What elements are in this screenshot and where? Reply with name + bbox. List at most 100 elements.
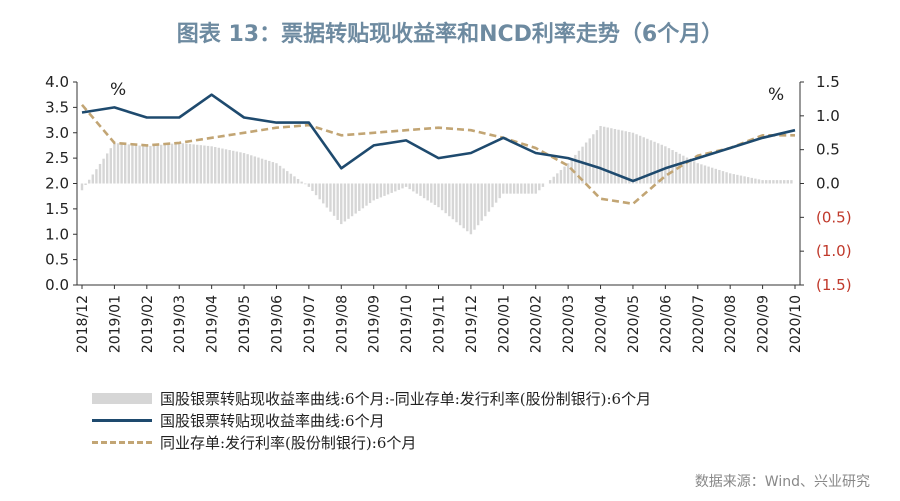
spread-bar — [106, 153, 109, 184]
spread-bar — [131, 144, 134, 184]
spread-bar — [732, 174, 735, 184]
spread-bar — [314, 183, 318, 196]
spread-bar — [559, 169, 563, 184]
spread-bar — [386, 183, 390, 195]
spread-bar — [124, 144, 127, 184]
spread-bar — [624, 131, 627, 184]
spread-bar — [214, 147, 217, 184]
spread-bar — [761, 180, 764, 184]
spread-bar — [581, 146, 584, 184]
spread-bar — [692, 161, 696, 184]
spread-bar — [394, 183, 397, 192]
spread-bar — [422, 183, 426, 199]
spread-bar — [325, 183, 329, 208]
spread-bar — [444, 183, 447, 214]
left-tick-label: 1.5 — [45, 200, 69, 218]
x-tick-label: 2019/10 — [399, 295, 415, 353]
spread-bar — [217, 147, 221, 184]
spread-bar — [332, 183, 336, 216]
spread-bar — [300, 181, 303, 184]
spread-bar — [552, 176, 555, 184]
spread-bar — [376, 183, 379, 199]
spread-bar — [656, 143, 660, 184]
spread-bar — [149, 145, 152, 184]
spread-bar — [242, 153, 246, 184]
x-tick-label: 2020/04 — [594, 295, 610, 353]
right-tick-label: (0.5) — [816, 208, 852, 226]
spread-bar — [743, 176, 746, 184]
spread-bar — [491, 183, 494, 208]
spread-bar — [635, 134, 638, 184]
spread-bar — [120, 143, 123, 184]
spread-bar — [329, 183, 332, 212]
right-tick-label: 1.5 — [816, 73, 840, 91]
spread-bar — [790, 180, 793, 184]
spread-bar — [599, 125, 602, 184]
spread-bar — [350, 183, 354, 217]
spread-bar — [178, 142, 181, 184]
spread-bar — [401, 183, 404, 189]
spread-bar — [685, 157, 689, 184]
spread-bar — [260, 158, 264, 184]
spread-bar — [102, 158, 105, 184]
spread-bar — [322, 183, 325, 204]
spread-bar — [257, 157, 260, 184]
spread-bar — [109, 148, 113, 184]
spread-bar — [610, 128, 613, 184]
spread-bar — [253, 156, 257, 184]
spread-bar — [527, 183, 530, 194]
spread-bar — [775, 180, 779, 184]
spread-bar — [721, 171, 725, 184]
x-tick-label: 2020/06 — [658, 295, 674, 353]
left-tick-label: 3.5 — [45, 98, 69, 116]
spread-bar — [264, 159, 267, 184]
spread-bar — [577, 150, 581, 184]
spread-bar — [318, 183, 321, 200]
spread-bar — [473, 183, 476, 230]
x-tick-label: 2020/07 — [691, 295, 707, 353]
spread-bar — [368, 183, 372, 204]
left-unit-label: % — [110, 80, 126, 100]
legend-bill-line: 国股银票转贴现收益率曲线:6个月 — [92, 410, 385, 431]
spread-bar — [707, 166, 710, 184]
x-tick-label: 2018/12 — [75, 295, 91, 353]
spread-bar — [239, 152, 242, 184]
spread-bar — [336, 183, 339, 220]
spread-bar — [566, 163, 570, 184]
spread-bar — [95, 169, 98, 184]
spread-bar — [718, 169, 721, 184]
spread-bar — [358, 183, 361, 211]
spread-bar — [145, 146, 149, 184]
x-tick-label: 2020/05 — [626, 295, 642, 353]
spread-bar — [278, 165, 282, 184]
spread-bar — [343, 183, 347, 222]
spread-bar — [408, 183, 411, 190]
spread-bar — [779, 180, 782, 184]
spread-bar — [530, 183, 534, 194]
spread-bar — [466, 183, 469, 232]
spread-bar — [127, 144, 131, 184]
spread-bar — [142, 145, 145, 184]
spread-bar — [91, 174, 95, 184]
spread-bar — [347, 183, 350, 219]
spread-bar — [660, 144, 663, 184]
spread-bar — [512, 183, 516, 194]
spread-bar — [570, 159, 573, 184]
spread-bar — [548, 180, 552, 184]
x-tick-label: 2019/12 — [464, 295, 480, 353]
chart-svg: 4.0 3.5 3.0 2.5 2.0 1.5 1.0 0.5 0.0 1.5 1.0 0.5 0.0 (… — [45, 73, 852, 353]
x-tick-label: 2019/05 — [237, 295, 253, 353]
spread-bar — [84, 183, 87, 186]
spread-bar — [286, 171, 289, 184]
spread-bar — [739, 175, 743, 184]
spread-bar — [455, 183, 458, 223]
spread-bar — [419, 183, 422, 196]
legend-bars-label: 国股银票转贴现收益率曲线:6个月:-同业存单:发行利率(股份制银行):6个月 — [160, 390, 652, 408]
spread-bar — [710, 167, 714, 184]
left-tick-label: 0.5 — [45, 251, 69, 269]
spread-bar — [282, 168, 285, 184]
x-tick-label: 2019/07 — [302, 295, 318, 353]
spread-bar — [617, 129, 620, 184]
spread-bar — [289, 173, 293, 184]
spread-bar — [412, 183, 415, 192]
